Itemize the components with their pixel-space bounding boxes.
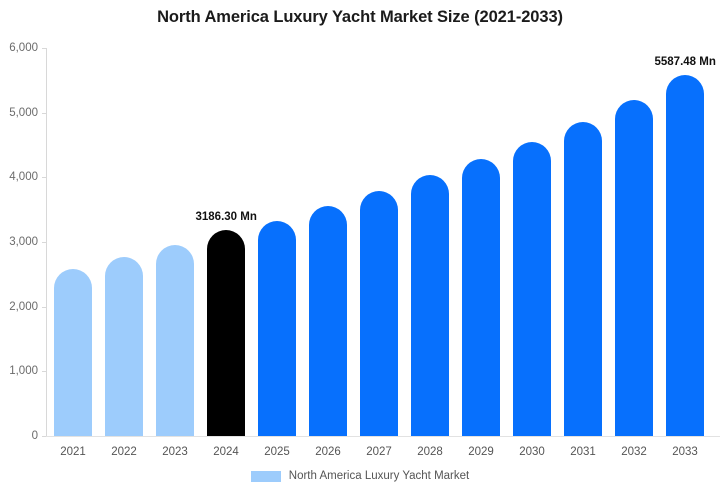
bar-2022[interactable] <box>105 256 143 436</box>
y-axis-tick-mark <box>42 177 46 179</box>
chart-title: North America Luxury Yacht Market Size (… <box>157 8 563 26</box>
x-axis-tick-label-2024: 2024 <box>213 446 239 458</box>
y-axis-tick-mark <box>42 371 46 373</box>
y-axis-tick-label: 4,000 <box>9 171 38 184</box>
value-label-2024: 3186.30 Mn <box>195 210 257 223</box>
bar-2024[interactable] <box>207 229 245 436</box>
bar-2031[interactable] <box>564 121 602 436</box>
y-axis-tick-label: 3,000 <box>9 236 38 248</box>
bar-2029[interactable] <box>462 159 500 436</box>
x-axis-tick-label-2026: 2026 <box>315 446 341 458</box>
bar-2027[interactable] <box>360 190 398 436</box>
bar-2033[interactable] <box>666 74 704 436</box>
y-axis-tick-mark <box>42 112 46 114</box>
x-axis-tick-label-2023: 2023 <box>162 446 188 458</box>
bar-2025[interactable] <box>258 220 296 436</box>
chart-legend: North America Luxury Yacht Market <box>0 470 720 482</box>
x-axis-tick-label-2033: 2033 <box>672 446 698 458</box>
y-axis-tick-mark <box>42 306 46 308</box>
x-axis-tick-label-2022: 2022 <box>111 446 137 458</box>
x-axis-tick-label-2032: 2032 <box>621 446 647 458</box>
x-axis-tick-label-2021: 2021 <box>60 446 86 458</box>
y-axis-line <box>46 48 47 436</box>
x-axis-tick-label-2030: 2030 <box>519 446 545 458</box>
y-axis-tick-label: 6,000 <box>9 42 38 54</box>
x-axis-tick-label-2025: 2025 <box>264 446 290 458</box>
y-axis-tick-label: 5,000 <box>9 106 38 119</box>
y-axis-tick-mark <box>42 48 46 49</box>
value-label-2033: 5587.48 Mn <box>654 55 716 68</box>
bar-2023[interactable] <box>156 244 194 436</box>
x-axis-tick-label-2029: 2029 <box>468 446 494 458</box>
legend-label: North America Luxury Yacht Market <box>288 470 470 482</box>
x-axis-tick-label-2031: 2031 <box>570 446 596 458</box>
y-axis-tick-label: 0 <box>31 430 38 442</box>
bar-2028[interactable] <box>411 175 449 436</box>
plot-area: 0 1,000 2,000 3,000 4,000 5,000 6,000 2021 2022… <box>9 42 720 458</box>
bar-2026[interactable] <box>309 206 347 436</box>
bar-2032[interactable] <box>615 100 653 436</box>
y-axis-tick-label: 1,000 <box>9 365 38 378</box>
y-axis-tick-mark <box>42 436 46 437</box>
x-axis-line <box>46 436 720 437</box>
x-axis-tick-label-2027: 2027 <box>366 446 392 458</box>
y-axis-tick-label: 2,000 <box>9 300 38 313</box>
bar-2030[interactable] <box>513 142 551 436</box>
x-axis-tick-label-2028: 2028 <box>417 446 443 458</box>
y-axis-tick-mark <box>42 242 46 243</box>
legend-swatch-icon <box>250 470 281 482</box>
bar-2021[interactable] <box>54 268 92 436</box>
